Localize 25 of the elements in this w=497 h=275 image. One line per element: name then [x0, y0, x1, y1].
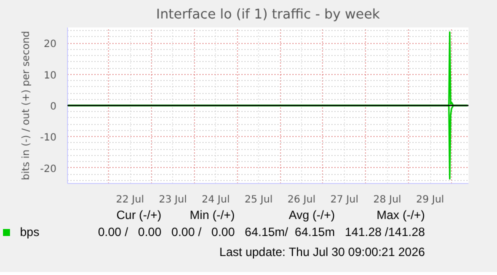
x-tick-label: 26 Jul [288, 194, 316, 206]
y-tick-label: 20 [44, 39, 57, 50]
text: 64.15m/ 64.15m [244, 224, 336, 241]
x-tick-label: 22 Jul [116, 194, 144, 206]
text: 0.00 / 0.00 [170, 224, 236, 241]
y-tick-label: -20 [40, 164, 57, 175]
x-tick-label: 25 Jul [244, 194, 273, 206]
y-tick-label: -10 [40, 132, 57, 144]
x-tick-label: 27 Jul [330, 194, 358, 206]
x-tick-label: 28 Jul [373, 194, 402, 206]
text: Max (-/+) [376, 208, 426, 222]
text: 0.00 / 0.00 [97, 224, 162, 241]
x-tick-label: 29 Jul [416, 194, 444, 206]
y-tick-label: 10 [44, 70, 57, 82]
text: Min (-/+) [188, 208, 236, 222]
text: Cur (-/+) [115, 208, 162, 222]
y-axis-title: bits in (-) / out (+) per second [21, 30, 32, 180]
text: 141.28 /141.28 [344, 224, 426, 241]
text: Last update: Thu Jul 30 09:00:21 2026 [218, 244, 426, 262]
x-tick-label: 24 Jul [202, 194, 230, 206]
chart-title: Interface lo (if 1) traffic - by week [156, 8, 380, 22]
legend-label: bps [19, 224, 40, 241]
x-tick-label: 23 Jul [158, 194, 187, 206]
y-tick-label: 0 [50, 102, 57, 112]
text: Avg (-/+) [288, 208, 336, 222]
